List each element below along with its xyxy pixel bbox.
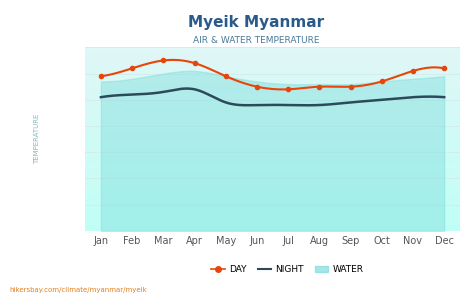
Text: hikersbay.com/climate/myanmar/myeik: hikersbay.com/climate/myanmar/myeik	[9, 287, 147, 293]
Text: TEMPERATURE: TEMPERATURE	[34, 114, 40, 164]
Legend: DAY, NIGHT, WATER: DAY, NIGHT, WATER	[208, 262, 367, 278]
Text: AIR & WATER TEMPERATURE: AIR & WATER TEMPERATURE	[193, 36, 319, 44]
Text: Myeik Myanmar: Myeik Myanmar	[188, 15, 324, 30]
